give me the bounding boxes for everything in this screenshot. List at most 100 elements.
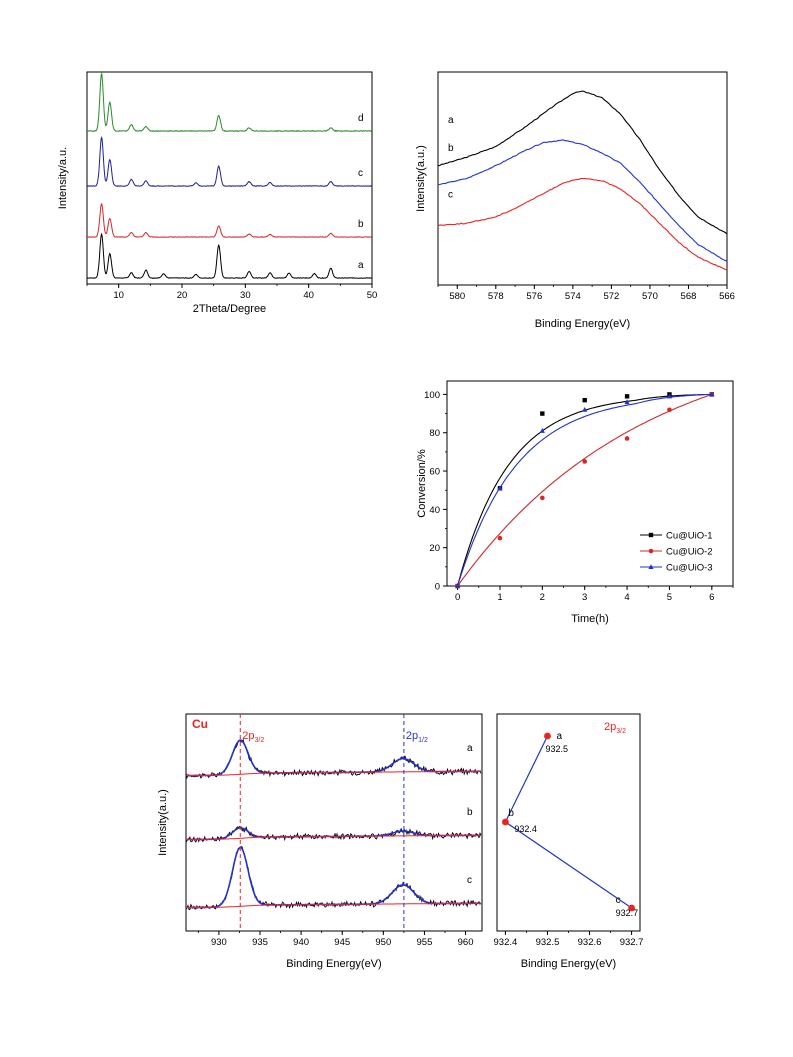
x-tick-label: 50 (367, 290, 378, 301)
x-tick-label: 20 (177, 290, 188, 301)
x-tick-label: 932.6 (578, 937, 602, 948)
xps-series-label: b (448, 143, 454, 154)
plot-frame (437, 71, 728, 286)
x-tick-label: 950 (375, 937, 391, 948)
x-tick-label: 930 (211, 937, 227, 948)
marker-triangle (497, 485, 503, 491)
x-tick-label: 580 (449, 291, 465, 302)
y-tick-label: 0 (435, 582, 440, 593)
x-axis-title: Binding Energy(eV) (521, 958, 616, 970)
marker-circle (540, 495, 545, 501)
y-axis-title: Intensity(a.u.) (415, 145, 427, 212)
legend-marker (648, 564, 654, 569)
marker-square (540, 411, 545, 416)
xrd-series-label: c (358, 168, 363, 179)
xrd-panel: a b c d 10 20 30 40 50 2Theta/Degree Intensity/a.u… (57, 71, 378, 315)
cu-background-a (186, 770, 481, 776)
cu-series-label: b (467, 807, 473, 818)
marker-triangle (624, 399, 630, 405)
xrd-series-label: a (358, 260, 364, 271)
marker-square (624, 394, 630, 399)
cu-background-b (186, 834, 481, 840)
x-tick-label: 1 (497, 592, 502, 603)
marker-circle (497, 535, 503, 541)
x-tick-label: 932.7 (620, 937, 644, 948)
cu-background-c (186, 902, 481, 908)
x-tick-label: 2 (540, 592, 545, 603)
marker-triangle (454, 583, 461, 588)
conversion-panel: 0 20 40 60 80 100 0 1 2 3 4 5 6 Cu@UiO-1 Cu@UiO-2 Cu@Ui… (416, 380, 734, 625)
marker-triangle (709, 391, 715, 397)
xps-series-b (437, 139, 728, 262)
cu-series-label: a (467, 743, 473, 754)
shift-point-name: a (556, 731, 562, 742)
xrd-series-label: d (358, 113, 364, 124)
xrd-series-label: b (358, 219, 364, 230)
shift-point (628, 904, 635, 912)
x-tick-label: 940 (293, 937, 309, 948)
x-tick-label: 40 (303, 290, 314, 301)
y-axis-title: Intensity/a.u. (57, 147, 69, 209)
annotation-base: 2p (406, 730, 418, 742)
cu-fit-c (186, 846, 481, 909)
x-tick-label: 574 (565, 291, 581, 302)
shift-point-value: 932.7 (616, 908, 639, 918)
x-axis-title: Binding Energy(eV) (535, 318, 630, 330)
x-axis-title: Time(h) (571, 613, 608, 625)
xrd-series-b (86, 202, 372, 238)
legend-label: Cu@UiO-2 (666, 547, 713, 558)
marker-circle (624, 436, 630, 441)
legend-label: Cu@UiO-3 (666, 563, 713, 574)
marker-triangle (666, 393, 673, 399)
y-tick-label: 40 (429, 505, 440, 516)
panel-label-base: 2p (604, 721, 616, 733)
annotation-base: 2p (242, 730, 254, 742)
x-tick-label: 570 (642, 291, 658, 302)
x-axis-title: 2Theta/Degree (193, 303, 266, 315)
y-tick-label: 80 (429, 428, 440, 439)
legend-label: Cu@UiO-1 (666, 531, 713, 542)
x-tick-label: 576 (526, 291, 542, 302)
shift-point (544, 732, 551, 740)
legend-marker (648, 548, 654, 554)
x-tick-label: 10 (113, 290, 124, 301)
marker-circle (582, 459, 588, 464)
x-tick-label: 572 (603, 291, 619, 302)
panel-label: 2p3/2 (604, 721, 626, 735)
y-axis-title: Conversion/% (416, 449, 428, 518)
xrd-series-a (87, 232, 372, 279)
x-tick-label: 932.5 (536, 937, 560, 948)
xrd-series-d (86, 72, 372, 133)
y-tick-label: 20 (429, 543, 440, 554)
peak-annotation: 2p1/2 (406, 730, 428, 744)
shift-point (502, 818, 509, 826)
xps-series-label: c (448, 190, 453, 201)
marker-triangle (582, 406, 588, 412)
annotation-sub: 3/2 (255, 737, 265, 744)
x-tick-label: 578 (488, 291, 504, 302)
y-tick-label: 100 (424, 390, 440, 401)
plot-frame (185, 713, 483, 932)
annotation-sub: 1/2 (418, 737, 428, 744)
x-tick-label: 5 (667, 592, 672, 603)
x-tick-label: 955 (417, 937, 433, 948)
xrd-series-c (86, 136, 373, 187)
plot-frame (86, 71, 373, 285)
x-tick-label: 0 (455, 592, 460, 603)
y-axis-title: Intensity(a.u.) (157, 789, 169, 856)
plot-frame (446, 380, 734, 587)
shift-point-name: c (616, 895, 621, 906)
peak-annotation: 2p3/2 (242, 730, 264, 744)
x-tick-label: 566 (719, 291, 735, 302)
panel-label-sub: 3/2 (616, 728, 626, 735)
shift-line (504, 735, 632, 909)
xps-series-a (437, 90, 728, 235)
xps-series-c (437, 177, 728, 271)
marker-circle (667, 407, 672, 413)
x-tick-label: 3 (582, 592, 587, 603)
x-tick-label: 945 (334, 937, 350, 948)
x-tick-label: 960 (458, 937, 474, 948)
xps-panel-top: a b c 580 578 576 574 572 570 568 566 Binding Energ… (415, 71, 735, 330)
